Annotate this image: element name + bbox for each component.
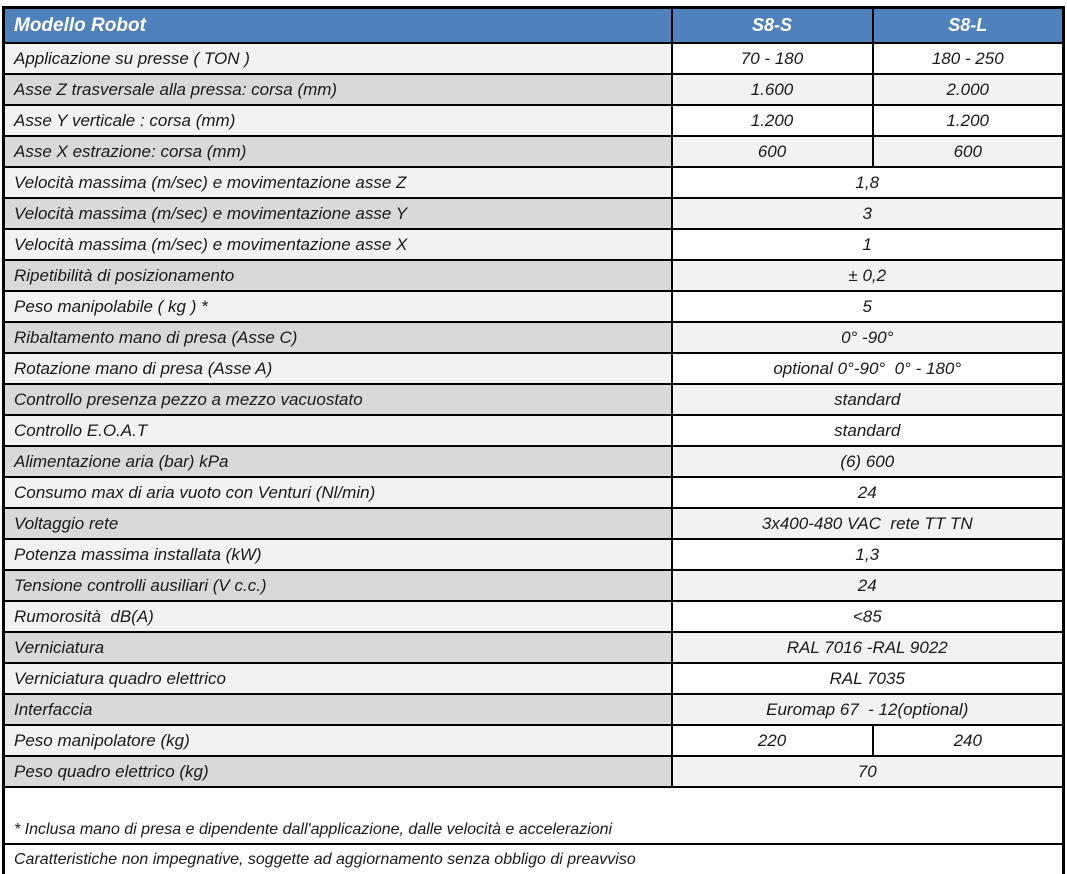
row-value: RAL 7035	[670, 662, 1065, 695]
row-label: Velocità massima (m/sec) e movimentazion…	[2, 228, 673, 261]
row-value: 2.000	[871, 73, 1065, 106]
row-label: Controllo presenza pezzo a mezzo vacuost…	[2, 383, 673, 416]
row-value: 1,8	[670, 166, 1065, 199]
row-value: ± 0,2	[670, 259, 1065, 292]
row-value: optional 0°-90° 0° - 180°	[670, 352, 1065, 385]
row-value: 70	[670, 755, 1065, 788]
spec-row: Peso manipolatore (kg) 220 240	[2, 724, 1065, 757]
row-value: 600	[871, 135, 1065, 168]
spec-row: Tensione controlli ausiliari (V c.c.) 24	[2, 569, 1065, 602]
row-value: 70 - 180	[670, 42, 874, 75]
spec-row: Consumo max di aria vuoto con Venturi (N…	[2, 476, 1065, 509]
row-value: 24	[670, 569, 1065, 602]
row-value: 1	[670, 228, 1065, 261]
row-value: (6) 600	[670, 445, 1065, 478]
row-label: Asse X estrazione: corsa (mm)	[2, 135, 673, 168]
spec-row: Ribaltamento mano di presa (Asse C) 0° -9…	[2, 321, 1065, 354]
row-value: <85	[670, 600, 1065, 633]
row-label: Controllo E.O.A.T	[2, 414, 673, 447]
row-value: 3x400-480 VAC rete TT TN	[670, 507, 1065, 540]
footnote: * Inclusa mano di presa e dipendente dal…	[2, 786, 1065, 845]
row-value: standard	[670, 414, 1065, 447]
spec-row: Velocità massima (m/sec) e movimentazion…	[2, 228, 1065, 261]
spec-row: Interfaccia Euromap 67 - 12(optional)	[2, 693, 1065, 726]
row-label: Peso quadro elettrico (kg)	[2, 755, 673, 788]
footnote-row: Caratteristiche non impegnative, soggett…	[2, 843, 1065, 874]
row-label: Interfaccia	[2, 693, 673, 726]
row-value: 5	[670, 290, 1065, 323]
row-label: Asse Z trasversale alla pressa: corsa (m…	[2, 73, 673, 106]
row-label: Velocità massima (m/sec) e movimentazion…	[2, 197, 673, 230]
spec-row: Rotazione mano di presa (Asse A) optional…	[2, 352, 1065, 385]
row-value: 1.200	[871, 104, 1065, 137]
row-label: Verniciatura	[2, 631, 673, 664]
spec-row: Controllo presenza pezzo a mezzo vacuost…	[2, 383, 1065, 416]
row-value: 240	[871, 724, 1065, 757]
row-value: Euromap 67 - 12(optional)	[670, 693, 1065, 726]
row-label: Ripetibilità di posizionamento	[2, 259, 673, 292]
row-label: Velocità massima (m/sec) e movimentazion…	[2, 166, 673, 199]
row-label: Rotazione mano di presa (Asse A)	[2, 352, 673, 385]
spec-row: Ripetibilità di posizionamento ± 0,2	[2, 259, 1065, 292]
row-value: standard	[670, 383, 1065, 416]
row-value: 1.200	[670, 104, 874, 137]
row-value: 3	[670, 197, 1065, 230]
row-value: 24	[670, 476, 1065, 509]
footnote-row: * Inclusa mano di presa e dipendente dal…	[2, 786, 1065, 845]
spec-row: Velocità massima (m/sec) e movimentazion…	[2, 166, 1065, 199]
row-value: 1.600	[670, 73, 874, 106]
row-label: Alimentazione aria (bar) kPa	[2, 445, 673, 478]
row-value: 1,3	[670, 538, 1065, 571]
spec-row: Alimentazione aria (bar) kPa (6) 600	[2, 445, 1065, 478]
row-label: Voltaggio rete	[2, 507, 673, 540]
spec-row: Asse Y verticale : corsa (mm) 1.200 1.200	[2, 104, 1065, 137]
spec-table: Modello Robot S8-S S8-L Applicazione su …	[2, 6, 1065, 874]
row-value: 600	[670, 135, 874, 168]
row-value: RAL 7016 -RAL 9022	[670, 631, 1065, 664]
header-row: Modello Robot S8-S S8-L	[2, 6, 1065, 44]
spec-row: Peso quadro elettrico (kg) 70	[2, 755, 1065, 788]
row-value: 220	[670, 724, 874, 757]
row-label: Ribaltamento mano di presa (Asse C)	[2, 321, 673, 354]
spec-row: Applicazione su presse ( TON ) 70 - 180 18…	[2, 42, 1065, 75]
spec-row: Velocità massima (m/sec) e movimentazion…	[2, 197, 1065, 230]
spec-row: Asse X estrazione: corsa (mm) 600 600	[2, 135, 1065, 168]
spec-row: Verniciatura quadro elettrico RAL 7035	[2, 662, 1065, 695]
row-value: 180 - 250	[871, 42, 1065, 75]
column-header-s8s: S8-S	[670, 6, 874, 44]
spec-row: Peso manipolabile ( kg ) * 5	[2, 290, 1065, 323]
row-label: Asse Y verticale : corsa (mm)	[2, 104, 673, 137]
row-label: Tensione controlli ausiliari (V c.c.)	[2, 569, 673, 602]
table-title: Modello Robot	[2, 6, 673, 44]
row-label: Potenza massima installata (kW)	[2, 538, 673, 571]
spec-row: Voltaggio rete 3x400-480 VAC rete TT TN	[2, 507, 1065, 540]
spec-row: Rumorosità dB(A) <85	[2, 600, 1065, 633]
footnote: Caratteristiche non impegnative, soggett…	[2, 843, 1065, 874]
spec-row: Asse Z trasversale alla pressa: corsa (m…	[2, 73, 1065, 106]
spec-row: Verniciatura RAL 7016 -RAL 9022	[2, 631, 1065, 664]
row-label: Applicazione su presse ( TON )	[2, 42, 673, 75]
row-label: Consumo max di aria vuoto con Venturi (N…	[2, 476, 673, 509]
row-value: 0° -90°	[670, 321, 1065, 354]
row-label: Peso manipolabile ( kg ) *	[2, 290, 673, 323]
row-label: Rumorosità dB(A)	[2, 600, 673, 633]
row-label: Verniciatura quadro elettrico	[2, 662, 673, 695]
spec-row: Potenza massima installata (kW) 1,3	[2, 538, 1065, 571]
row-label: Peso manipolatore (kg)	[2, 724, 673, 757]
column-header-s8l: S8-L	[871, 6, 1065, 44]
spec-row: Controllo E.O.A.T standard	[2, 414, 1065, 447]
